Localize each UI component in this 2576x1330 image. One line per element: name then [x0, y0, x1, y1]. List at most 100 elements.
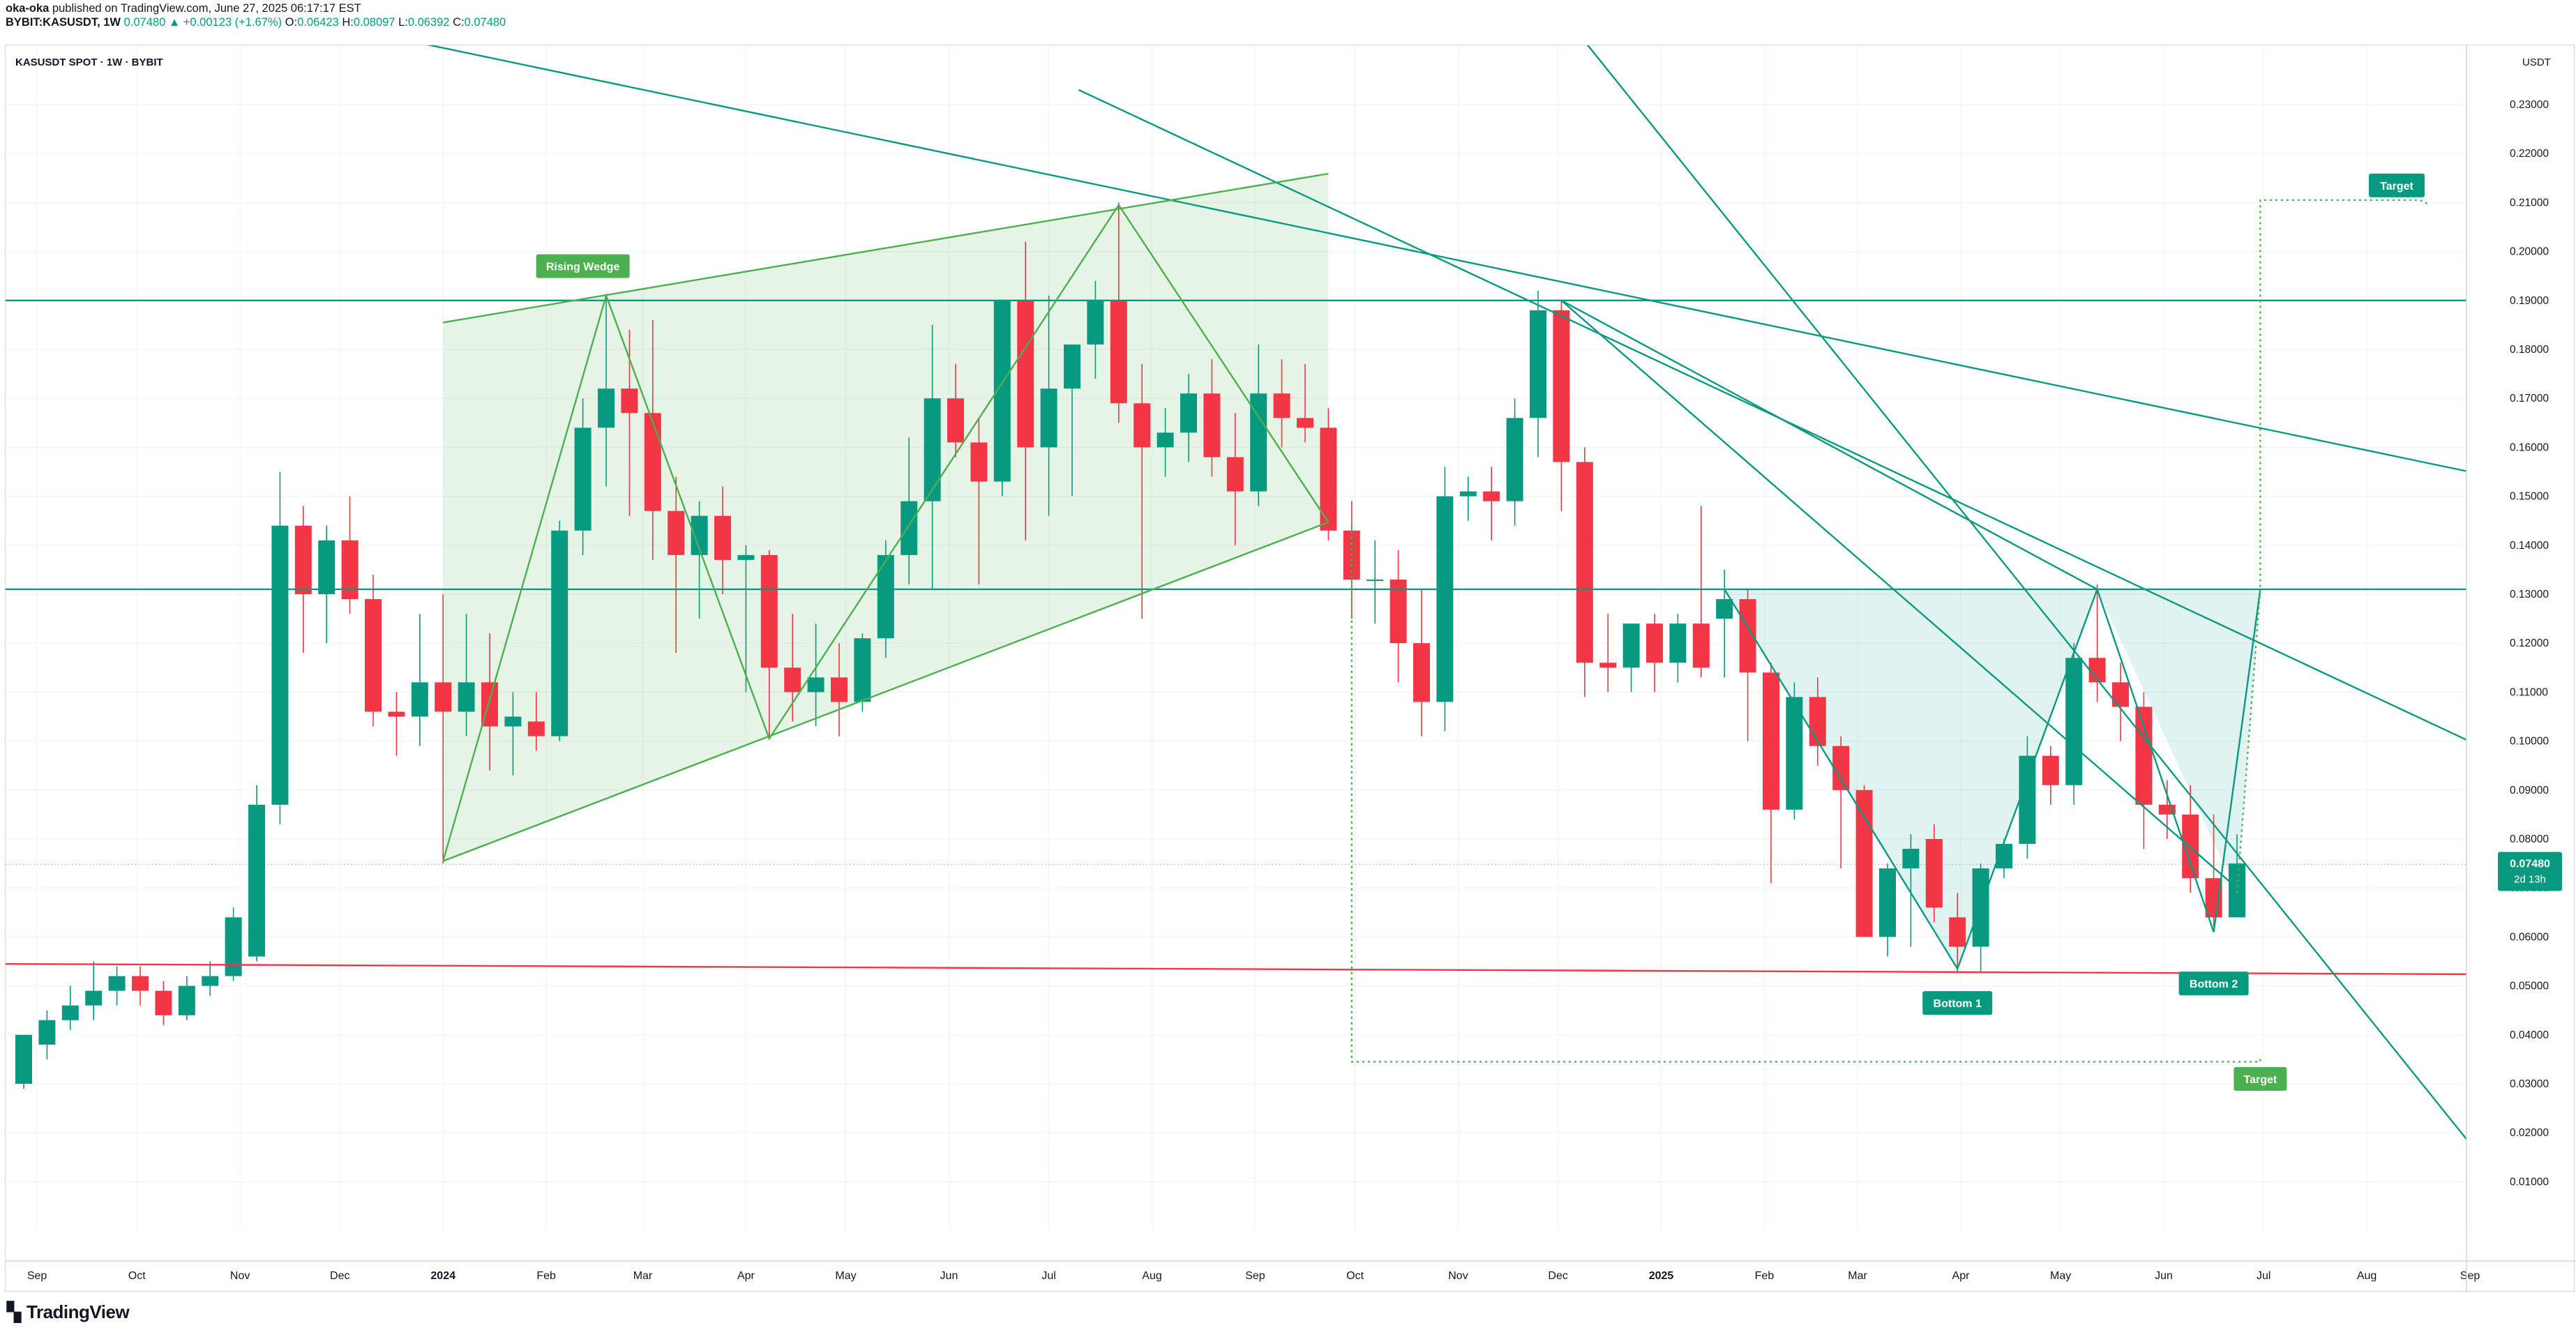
candle-down	[1413, 643, 1430, 702]
candle-down	[1646, 624, 1663, 663]
candle-up	[248, 804, 265, 957]
high-label: H:	[342, 16, 354, 29]
bottom-2-label-text: Bottom 2	[2190, 978, 2238, 990]
candle-up	[271, 525, 289, 805]
rising-wedge-shade	[443, 174, 1329, 861]
candle-up	[1902, 849, 1920, 869]
candle-up	[901, 501, 918, 555]
candle-up	[61, 1005, 79, 1020]
currency-label[interactable]: USDT	[2522, 56, 2551, 68]
candle-down	[1017, 300, 1034, 448]
y-tick-label: 0.09000	[2510, 785, 2549, 796]
candle-down	[1599, 663, 1617, 668]
candle-down	[1832, 746, 1850, 790]
candle-down	[831, 677, 848, 702]
close-label: C:	[453, 16, 465, 29]
candle-down	[784, 667, 801, 693]
chart-frame[interactable]: KASUSDT SPOT · 1W · BYBIT USDT Rising We…	[5, 45, 2575, 1292]
x-tick-label: Apr	[737, 1270, 755, 1282]
candle-down	[435, 682, 452, 712]
candle-down	[1763, 672, 1779, 810]
candle-up	[108, 976, 126, 991]
candle-up	[1716, 599, 1733, 619]
candle-up	[1064, 344, 1080, 389]
x-tick-label: Sep	[2460, 1270, 2480, 1282]
support-line	[6, 962, 2466, 976]
author-name[interactable]: oka-oka	[6, 2, 50, 15]
symbol-interval: BYBIT:KASUSDT, 1W	[6, 16, 121, 29]
current-price-tag: 0.07480 2d 13h	[2498, 852, 2562, 891]
candle-up	[1506, 418, 1523, 501]
y-tick-label: 0.12000	[2510, 637, 2549, 649]
candle-down	[1273, 393, 1290, 418]
candle-up	[318, 540, 336, 594]
low-label: L:	[398, 16, 408, 29]
chart-header: oka-oka published on TradingView.com, Ju…	[6, 1, 1122, 29]
y-tick-label: 0.11000	[2510, 686, 2548, 698]
candle-up	[411, 682, 428, 717]
y-tick-label: 0.14000	[2510, 540, 2549, 552]
x-tick-label: Dec	[330, 1270, 349, 1282]
candle-down	[1809, 697, 1826, 746]
x-tick-label: Apr	[1952, 1270, 1971, 1282]
candle-down	[2135, 706, 2153, 805]
candle-up	[877, 554, 894, 639]
candle-down	[1692, 624, 1710, 668]
candle-up	[1622, 624, 1640, 668]
candle-up	[1366, 579, 1384, 581]
candle-up	[1879, 868, 1896, 937]
candle-down	[155, 990, 172, 1015]
candle-down	[644, 413, 661, 511]
x-tick-label: 2025	[1649, 1270, 1674, 1282]
price-chart[interactable]: KASUSDT SPOT · 1W · BYBIT USDT Rising We…	[6, 45, 2575, 1292]
rising-wedge-label-bg	[536, 254, 630, 278]
candle-down	[1949, 917, 1966, 947]
bottom-2-label: Bottom 2	[2178, 972, 2249, 996]
x-tick-label: Oct	[128, 1270, 146, 1282]
candle-up	[458, 682, 475, 712]
double-bottom-shade	[1724, 589, 2261, 969]
y-tick-label: 0.02000	[2510, 1127, 2549, 1139]
candle-down	[1855, 789, 1873, 937]
candle-up	[1786, 697, 1803, 810]
current-price-value: 0.07480	[2510, 859, 2550, 870]
trend-line	[1560, 299, 2238, 889]
trend-line	[1078, 89, 2466, 741]
x-tick-label: Jul	[1041, 1270, 1055, 1282]
y-tick-label: 0.20000	[2510, 246, 2549, 258]
candle-up	[15, 1034, 32, 1084]
candle-up	[1040, 388, 1057, 448]
candle-down	[1320, 428, 1337, 531]
double-bottom-target-label-bg	[2369, 173, 2425, 197]
double-bottom-target-path	[2236, 199, 2431, 893]
trend-line	[1560, 299, 2098, 591]
close-value: 0.07480	[464, 16, 506, 29]
candle-up	[737, 554, 755, 560]
y-tick-label: 0.16000	[2510, 441, 2549, 453]
candle-up	[504, 716, 522, 727]
candle-down	[1576, 462, 1593, 663]
y-tick-label: 0.13000	[2510, 589, 2549, 600]
y-tick-label: 0.05000	[2510, 981, 2549, 992]
y-tick-label: 0.10000	[2510, 736, 2549, 748]
candle-up	[1669, 624, 1687, 663]
candle-down	[341, 540, 359, 600]
y-tick-label: 0.19000	[2510, 295, 2549, 307]
y-tick-label: 0.17000	[2510, 393, 2549, 405]
x-tick-label: Aug	[1142, 1270, 1161, 1282]
pattern-shading-layer	[443, 174, 2261, 969]
candle-down	[760, 554, 778, 668]
candle-down	[388, 711, 405, 717]
candle-up	[1436, 496, 1454, 702]
candle-down	[714, 515, 731, 560]
open-label: O:	[285, 16, 298, 29]
bottom-1-label: Bottom 1	[1922, 991, 1993, 1015]
x-tick-label: Jun	[940, 1270, 958, 1282]
candle-up	[1459, 491, 1477, 497]
low-value: 0.06392	[407, 16, 450, 29]
tradingview-logo-icon[interactable]: ▚	[7, 1301, 21, 1322]
last-price: 0.07480	[123, 16, 166, 29]
current-price-countdown: 2d 13h	[2514, 874, 2546, 886]
candle-up	[2019, 755, 2036, 845]
brand-name[interactable]: TradingView	[27, 1301, 130, 1322]
